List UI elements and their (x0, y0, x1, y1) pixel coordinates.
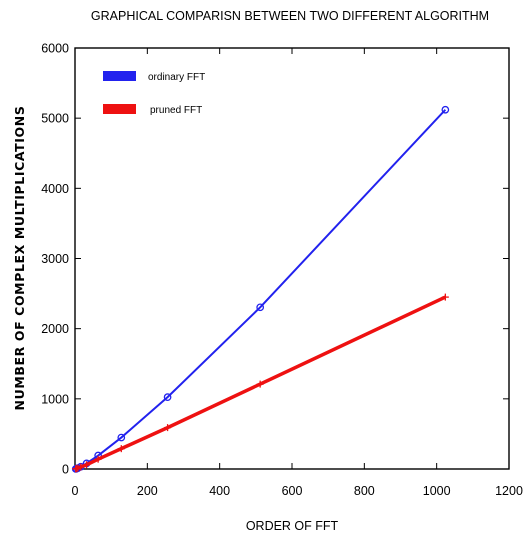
data-point-ordinary-fft (256, 303, 265, 312)
x-tick-label: 0 (72, 484, 79, 498)
data-point-pruned-fft (441, 293, 449, 301)
legend: ordinary FFT pruned FFT (103, 71, 205, 116)
data-point-ordinary-fft (441, 105, 450, 114)
data-point-pruned-fft (164, 424, 172, 432)
legend-label-pruned-fft: pruned FFT (150, 105, 202, 116)
data-point-ordinary-fft (117, 433, 126, 442)
x-tick-label: 1200 (495, 484, 523, 498)
data-point-pruned-fft (77, 463, 85, 471)
x-tick-label: 800 (354, 484, 375, 498)
y-tick-label: 5000 (41, 112, 69, 126)
data-point-pruned-fft (256, 380, 264, 388)
y-tick-label: 3000 (41, 252, 69, 266)
y-tick-label: 6000 (41, 42, 69, 56)
y-tick-label: 0 (62, 463, 69, 477)
legend-swatch-pruned-fft (103, 104, 136, 114)
x-tick-label: 1000 (423, 484, 451, 498)
x-tick-label: 200 (137, 484, 158, 498)
legend-label-ordinary-fft: ordinary FFT (148, 72, 205, 83)
data-point-pruned-fft (83, 461, 91, 469)
data-point-pruned-fft (117, 445, 125, 453)
data-point-ordinary-fft (163, 393, 172, 401)
x-axis-label: ORDER OF FFT (246, 519, 339, 533)
series-line-ordinary-fft (75, 109, 447, 470)
y-tick-label: 4000 (41, 182, 69, 196)
chart-title: GRAPHICAL COMPARISN BETWEEN TWO DIFFEREN… (91, 9, 489, 23)
x-tick-label: 400 (209, 484, 230, 498)
series-layer (71, 105, 450, 473)
data-point-pruned-fft (94, 455, 102, 463)
y-tick-label: 1000 (41, 392, 69, 406)
y-tick-label: 2000 (41, 322, 69, 336)
y-axis-label: NUMBER OF COMPLEX MULTIPLICATIONS (12, 106, 27, 411)
x-tick-label: 600 (282, 484, 303, 498)
axis-ticks: 0 200 400 600 800 1000 1200 0 1000 2000 3000 4000 50… (41, 42, 523, 499)
legend-swatch-ordinary-fft (103, 71, 136, 81)
